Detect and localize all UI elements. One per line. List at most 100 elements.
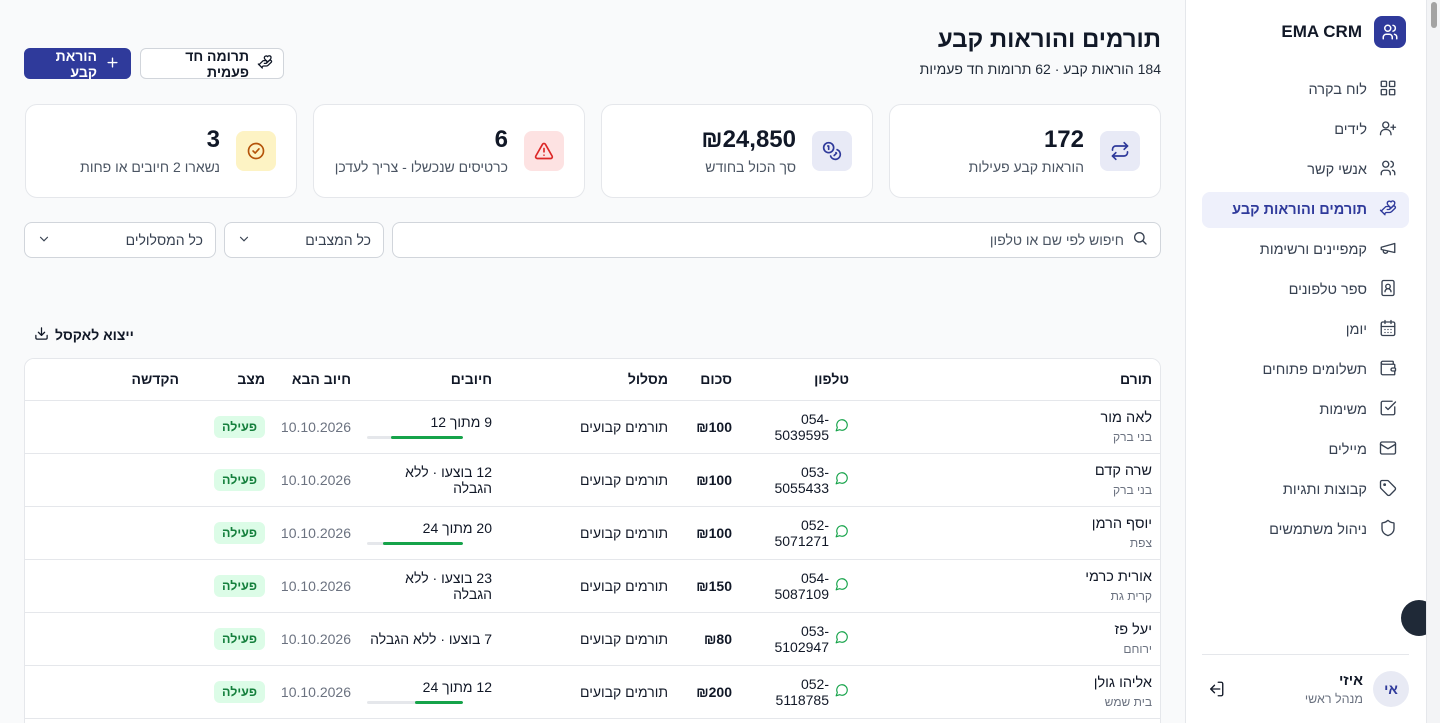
donor-city: צפת [1129, 535, 1152, 550]
donor-name[interactable]: אליהו גולן [1093, 674, 1152, 691]
dedication-cell [25, 453, 187, 507]
sidebar-item-emails[interactable]: מיילים [1202, 432, 1409, 468]
brand[interactable]: EMA CRM [1202, 16, 1406, 48]
column-header-amount[interactable]: סכום [676, 359, 740, 401]
sidebar-nav: לוח בקרה לידים אנשי קשר תורמים והוראות ק… [1202, 72, 1409, 552]
stat-card-failed-cards: 6 כרטיסים שנכשלו - צריך לעדכן [313, 104, 585, 198]
charges-progress-bar [367, 436, 463, 439]
donor-name[interactable]: יעל פז [1114, 621, 1152, 638]
sidebar-item-contacts[interactable]: אנשי קשר [1202, 152, 1409, 188]
avatar[interactable]: אי [1373, 671, 1409, 707]
scrollbar-thumb[interactable] [1431, 2, 1437, 28]
sidebar-item-label: תורמים והוראות קבע [1232, 202, 1367, 218]
alert-triangle-icon [524, 131, 564, 171]
sidebar-item-phonebook[interactable]: ספר טלפונים [1202, 272, 1409, 308]
whatsapp-icon[interactable] [835, 418, 849, 435]
table-row[interactable]: אליהו גולן בית שמש 052-5118785 ₪200 תורמים ק… [25, 665, 1160, 719]
repeat-icon [1100, 131, 1140, 171]
status-select[interactable]: כל המצבים [224, 222, 384, 258]
stat-label: נשארו 2 חיובים או פחות [80, 159, 220, 176]
donor-name[interactable]: שרה קדם [1094, 462, 1152, 479]
add-standing-order-button[interactable]: הוראת קבע [24, 48, 131, 80]
status-select-value: כל המצבים [305, 232, 371, 248]
download-icon [34, 326, 49, 344]
table-row[interactable]: יוסף הרמן צפת 052-5071271 ₪100 תורמים קבועים… [25, 506, 1160, 560]
phone-number[interactable]: 052-5118785 [775, 675, 829, 708]
table-row[interactable]: אורית כרמי קרית גת 054-5087109 ₪150 תורמים ק… [25, 559, 1160, 613]
sidebar-item-label: ניהול משתמשים [1269, 522, 1367, 538]
column-header-charges[interactable]: חיובים [359, 359, 500, 401]
charges-count: 9 מתוך 12 [430, 414, 492, 430]
donor-city: ירוחם [1123, 641, 1152, 656]
sidebar-item-open-payments[interactable]: תשלומים פתוחים [1202, 352, 1409, 388]
sidebar-item-tasks[interactable]: משימות [1202, 392, 1409, 428]
hand-heart-icon [1379, 199, 1397, 221]
column-header-status[interactable]: מצב [187, 359, 273, 401]
stats-row: 172 הוראות קבע פעילות ₪24,850 סך הכול בח… [24, 104, 1161, 198]
phone-number[interactable]: 054-5039595 [774, 410, 829, 443]
column-header-phone[interactable]: טלפון [740, 359, 857, 401]
charges-count: 12 בוצעו · ללא הגבלה [405, 463, 492, 496]
sidebar-item-dashboard[interactable]: לוח בקרה [1202, 72, 1409, 108]
whatsapp-icon[interactable] [835, 683, 849, 700]
stat-value: 172 [1043, 125, 1084, 153]
table-row[interactable]: לאה מור בני ברק 054-5039595 ₪100 תורמים קבוע… [25, 400, 1160, 454]
table-header-row: תורם טלפון סכום מסלול חיובים חיוב הבא מצ… [25, 359, 1160, 401]
page-scrollbar[interactable] [1426, 0, 1440, 723]
users-logo-icon [1374, 16, 1406, 48]
whatsapp-icon[interactable] [835, 471, 849, 488]
phone-number[interactable]: 052-5071271 [774, 516, 829, 549]
whatsapp-icon[interactable] [835, 524, 849, 541]
donor-name[interactable]: יוסף הרמן [1091, 515, 1152, 532]
whatsapp-icon[interactable] [835, 630, 849, 647]
track-name: תורמים קבועים [580, 418, 668, 435]
one-time-donation-button[interactable]: תרומה חד פעמית [140, 48, 284, 80]
charges-progress-bar [367, 542, 463, 545]
calendar-icon [1379, 319, 1397, 341]
dashboard-icon [1379, 79, 1397, 101]
column-header-dedication[interactable]: הקדשה [25, 359, 187, 401]
amount: ₪100 [696, 471, 732, 488]
next-charge-date: 10.10.2026 [280, 471, 351, 488]
amount: ₪150 [696, 577, 732, 594]
donor-name[interactable]: לאה מור [1100, 409, 1152, 426]
dedication-cell [25, 506, 187, 560]
column-header-donor[interactable]: תורם [857, 359, 1160, 401]
status-badge: פעילה [214, 680, 265, 703]
sidebar-item-groups-tags[interactable]: קבוצות ותגיות [1202, 472, 1409, 508]
sidebar-item-user-management[interactable]: ניהול משתמשים [1202, 512, 1409, 548]
whatsapp-icon[interactable] [835, 577, 849, 594]
stat-label: כרטיסים שנכשלו - צריך לעדכן [334, 159, 508, 176]
sidebar-item-campaigns[interactable]: קמפיינים ורשימות [1202, 232, 1409, 268]
export-excel-button[interactable]: ייצוא לאקסל [34, 326, 134, 344]
search-input[interactable] [424, 232, 1124, 248]
user-name: איזי [1339, 672, 1363, 689]
sidebar-item-label: ספר טלפונים [1288, 282, 1367, 298]
user-profile: אי איזי מנהל ראשי [1202, 654, 1409, 723]
search-icon [1132, 230, 1148, 251]
track-name: תורמים קבועים [580, 471, 668, 488]
sidebar-item-leads[interactable]: לידים [1202, 112, 1409, 148]
column-header-next-charge[interactable]: חיוב הבא [273, 359, 359, 401]
next-charge-date: 10.10.2026 [280, 524, 351, 541]
track-select[interactable]: כל המסלולים [24, 222, 216, 258]
sidebar-item-calendar[interactable]: יומן [1202, 312, 1409, 348]
next-charge-date: 10.10.2026 [280, 577, 351, 594]
logout-icon[interactable] [1202, 675, 1230, 703]
wallet-icon [1379, 359, 1397, 381]
phone-number[interactable]: 053-5102947 [774, 622, 829, 655]
charges-count: 7 בוצעו · ללא הגבלה [370, 630, 492, 647]
sidebar-item-label: אנשי קשר [1307, 162, 1367, 178]
donor-name[interactable]: אורית כרמי [1085, 568, 1152, 585]
phone-number[interactable]: 054-5087109 [774, 569, 829, 602]
column-header-track[interactable]: מסלול [500, 359, 676, 401]
search-box [392, 222, 1161, 258]
track-name: תורמים קבועים [580, 577, 668, 594]
table-row[interactable]: יעל פז ירוחם 053-5102947 ₪80 תורמים קבועים 7 … [25, 612, 1160, 666]
table-row[interactable]: שרה קדם בני ברק 053-5055433 ₪100 תורמים קבוע… [25, 453, 1160, 507]
sidebar-item-label: קמפיינים ורשימות [1259, 242, 1367, 258]
phone-number[interactable]: 053-5055433 [774, 463, 829, 496]
sidebar-item-donors[interactable]: תורמים והוראות קבע [1202, 192, 1409, 228]
users-icon [1379, 159, 1397, 181]
dedication-cell [25, 665, 187, 719]
